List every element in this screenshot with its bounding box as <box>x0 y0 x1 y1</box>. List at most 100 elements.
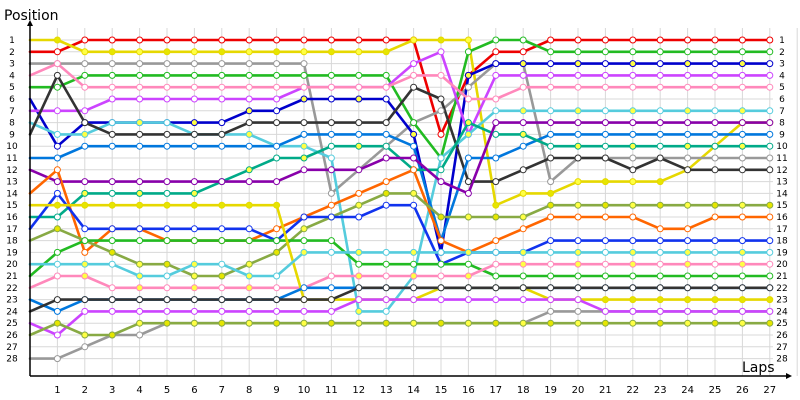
data-point <box>273 248 281 256</box>
data-point <box>574 178 582 186</box>
data-point <box>410 272 418 280</box>
data-point <box>410 284 418 292</box>
data-point <box>547 307 555 315</box>
data-point <box>163 296 171 304</box>
y-tick-label-right: 7 <box>779 107 785 117</box>
x-tick-label: 22 <box>626 385 639 396</box>
data-point <box>81 119 89 127</box>
data-point <box>53 272 61 280</box>
data-point <box>108 71 116 79</box>
data-point <box>273 107 281 115</box>
data-point <box>766 60 774 68</box>
data-point <box>218 60 226 68</box>
y-tick-label-right: 16 <box>776 213 788 223</box>
data-point <box>656 319 664 327</box>
data-point <box>136 48 144 56</box>
data-point <box>163 119 171 127</box>
data-point <box>355 201 363 209</box>
y-tick-label-right: 12 <box>776 166 787 176</box>
data-point <box>53 60 61 68</box>
data-point <box>656 130 664 138</box>
data-point <box>190 307 198 315</box>
data-point <box>519 296 527 304</box>
data-point <box>629 107 637 115</box>
data-point <box>382 307 390 315</box>
data-point <box>464 71 472 79</box>
data-point <box>574 119 582 127</box>
data-point <box>410 296 418 304</box>
x-tick-label: 26 <box>736 385 749 396</box>
series-line <box>28 192 772 266</box>
data-point <box>574 237 582 245</box>
data-point <box>766 166 774 174</box>
data-point <box>245 142 253 150</box>
data-point <box>218 237 226 245</box>
data-point <box>738 60 746 68</box>
data-point <box>327 71 335 79</box>
data-point <box>53 355 61 363</box>
data-point <box>629 237 637 245</box>
data-point <box>738 307 746 315</box>
data-point <box>519 142 527 150</box>
data-point <box>738 130 746 138</box>
y-tick-label-right: 14 <box>776 189 788 199</box>
data-point <box>492 178 500 186</box>
data-point <box>218 319 226 327</box>
data-point <box>629 154 637 162</box>
data-point <box>53 71 61 79</box>
data-point <box>519 213 527 221</box>
y-tick-label-right: 21 <box>776 272 787 282</box>
data-point <box>547 83 555 91</box>
data-point <box>574 142 582 150</box>
data-point <box>245 284 253 292</box>
data-point <box>273 307 281 315</box>
data-point <box>684 319 692 327</box>
data-point <box>492 272 500 280</box>
data-point <box>410 260 418 268</box>
data-point <box>218 36 226 44</box>
data-point <box>464 189 472 197</box>
data-point <box>464 284 472 292</box>
data-point <box>382 319 390 327</box>
data-point <box>273 201 281 209</box>
data-point <box>382 272 390 280</box>
data-point <box>190 83 198 91</box>
y-tick-label-left: 11 <box>6 154 17 164</box>
data-point <box>437 154 445 162</box>
series-line <box>28 262 772 290</box>
data-point <box>464 296 472 304</box>
data-point <box>163 178 171 186</box>
data-point <box>382 260 390 268</box>
data-point <box>738 154 746 162</box>
data-point <box>410 319 418 327</box>
data-point <box>136 260 144 268</box>
data-point <box>574 201 582 209</box>
data-point <box>300 248 308 256</box>
data-point <box>738 284 746 292</box>
series-line <box>28 192 772 278</box>
series-layer <box>28 38 772 360</box>
data-point <box>738 237 746 245</box>
data-point <box>300 130 308 138</box>
data-point <box>711 307 719 315</box>
y-tick-label-right: 11 <box>776 154 787 164</box>
data-point <box>601 260 609 268</box>
data-point <box>355 119 363 127</box>
data-point <box>245 178 253 186</box>
data-point <box>547 48 555 56</box>
data-point <box>81 307 89 315</box>
series-line <box>28 62 772 101</box>
data-point <box>574 307 582 315</box>
data-point <box>81 331 89 339</box>
data-point <box>382 83 390 91</box>
data-point <box>273 225 281 233</box>
y-axis-title: Position <box>4 8 59 24</box>
data-point <box>547 201 555 209</box>
data-point <box>136 331 144 339</box>
y-tick-label-right: 27 <box>776 343 787 353</box>
data-point <box>53 107 61 115</box>
data-point <box>245 201 253 209</box>
data-point <box>53 83 61 91</box>
y-tick-label-left: 3 <box>9 60 15 70</box>
data-point <box>355 248 363 256</box>
